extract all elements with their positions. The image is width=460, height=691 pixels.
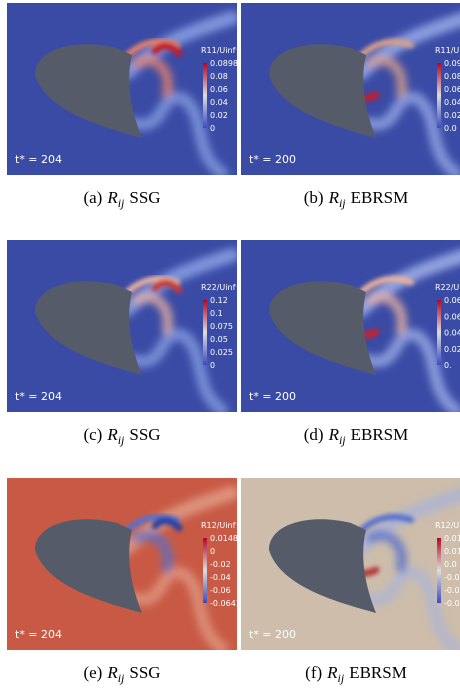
colorbar-tick: -0.02 — [210, 560, 231, 569]
caption-model: EBRSM — [351, 425, 409, 444]
caption-model: EBRSM — [351, 188, 409, 207]
colorbar-tick: -0.04 — [210, 573, 231, 582]
colorbar — [437, 538, 441, 603]
colorbar-tick: 0.019 — [444, 534, 460, 543]
caption-symbol: R — [328, 188, 340, 207]
caption: (d)Rij EBRSM — [304, 425, 409, 447]
colorbar-tick: 0.010 — [444, 547, 460, 556]
colorbar-tick: 0.06 — [444, 312, 460, 321]
time-label: t* = 200 — [249, 628, 296, 641]
flow-field — [7, 3, 237, 175]
figure: R11/Uinf^20.08980.080.060.040.020t* = 20… — [0, 0, 460, 691]
time-label: t* = 204 — [15, 628, 62, 641]
colorbar-tick: 0.025 — [210, 348, 233, 357]
colorbar-tick: 0. — [444, 361, 452, 370]
caption-symbol: R — [328, 425, 340, 444]
colorbar-tick: 0.075 — [210, 322, 233, 331]
colorbar-tick: -0.010 — [444, 573, 460, 582]
caption-symbol: R — [106, 663, 118, 682]
colorbar-tick: -0.06 — [210, 586, 231, 595]
colorbar-title: R12/Uinf^2 — [201, 521, 247, 530]
colorbar-tick: 0.06 — [444, 296, 460, 305]
flow-field — [7, 240, 237, 412]
colorbar — [437, 63, 441, 128]
caption-label: (f) — [305, 663, 322, 682]
colorbar-tick: 0.0 — [444, 560, 457, 569]
colorbar-title: R22/Uinf^ — [435, 283, 460, 292]
colorbar-tick: 0.093 — [444, 59, 460, 68]
colorbar-tick: 0.020 — [444, 111, 460, 120]
caption-symbol: R — [106, 425, 118, 444]
colorbar-tick: 0.0 — [444, 124, 457, 133]
colorbar-tick: 0.04 — [444, 329, 460, 338]
colorbar-tick: 0.0148 — [210, 534, 238, 543]
colorbar-tick: 0.06 — [210, 85, 228, 94]
caption: (f)Rij EBRSM — [305, 663, 407, 685]
colorbar-title: R11/Uinf^2 — [435, 46, 460, 55]
caption: (e)Rij SSG — [83, 663, 160, 685]
panel: R12/Uinf 0.019 0.010 0.0 -0.010 -0.020 -0.025 t… — [241, 478, 460, 650]
colorbar-tick: 0 — [210, 547, 215, 556]
colorbar-tick: -0.025 — [444, 599, 460, 608]
colorbar — [437, 300, 441, 365]
colorbar — [203, 300, 207, 365]
flow-field — [241, 478, 460, 650]
time-label: t* = 200 — [249, 153, 296, 166]
caption: (c)Rij SSG — [83, 425, 160, 447]
flow-field — [241, 3, 460, 175]
colorbar-tick: 0.05 — [210, 335, 228, 344]
panel: R11/Uinf^2 0.093 0.080 0.060 0.040 0.020 0.0 t*… — [241, 3, 460, 175]
caption-subscript: ij — [339, 433, 346, 447]
colorbar — [203, 538, 207, 603]
page: R11/Uinf^20.08980.080.060.040.020t* = 20… — [0, 0, 460, 691]
caption-subscript: ij — [118, 671, 125, 685]
colorbar-title: R22/Uinf^2 — [201, 283, 247, 292]
caption-model: SSG — [129, 663, 160, 682]
panel: R12/Uinf^2 0.0148 0 -0.02 -0.04 -0.06 -0.0641 t… — [7, 478, 247, 650]
colorbar-tick: 0 — [210, 361, 215, 370]
colorbar-tick: 0.02 — [444, 345, 460, 354]
caption-symbol: R — [326, 663, 338, 682]
caption-label: (b) — [304, 188, 324, 207]
time-label: t* = 204 — [15, 390, 62, 403]
caption-model: EBRSM — [349, 663, 407, 682]
colorbar-tick: 0.04 — [210, 98, 228, 107]
colorbar-tick: 0.1 — [210, 309, 223, 318]
colorbar-tick: 0.060 — [444, 85, 460, 94]
colorbar-tick: 0.0898 — [210, 59, 238, 68]
caption: (a)Rij SSG — [83, 188, 160, 210]
flow-field — [7, 478, 237, 650]
caption-subscript: ij — [118, 196, 125, 210]
colorbar-tick: 0 — [210, 124, 215, 133]
colorbar-tick: 0.02 — [210, 111, 228, 120]
colorbar-tick: 0.040 — [444, 98, 460, 107]
colorbar-tick: -0.0641 — [210, 599, 241, 608]
caption-subscript: ij — [118, 433, 125, 447]
colorbar-tick: 0.080 — [444, 72, 460, 81]
time-label: t* = 204 — [15, 153, 62, 166]
colorbar-tick: -0.020 — [444, 586, 460, 595]
caption-label: (a) — [83, 188, 102, 207]
panel: R22/Uinf^ 0.06 0.06 0.04 0.02 0. t* = 200 — [241, 240, 460, 412]
panel: R22/Uinf^2 0.12 0.1 0.075 0.05 0.025 0 t* = 204 — [7, 240, 247, 412]
caption-label: (c) — [83, 425, 102, 444]
panel: R11/Uinf^2 0.0898 0.08 0.06 0.04 0.02 0 t* = 20… — [7, 3, 247, 175]
caption: (b)Rij EBRSM — [304, 188, 409, 210]
colorbar-tick: 0.08 — [210, 72, 228, 81]
caption-model: SSG — [129, 188, 160, 207]
caption-model: SSG — [129, 425, 160, 444]
caption-label: (e) — [83, 663, 102, 682]
caption-subscript: ij — [339, 196, 346, 210]
colorbar — [203, 63, 207, 128]
caption-symbol: R — [106, 188, 118, 207]
colorbar-tick: 0.12 — [210, 296, 228, 305]
caption-label: (d) — [304, 425, 324, 444]
colorbar-title: R12/Uinf — [435, 521, 460, 530]
flow-field — [241, 240, 460, 412]
colorbar-title: R11/Uinf^2 — [201, 46, 247, 55]
caption-subscript: ij — [338, 671, 345, 685]
time-label: t* = 200 — [249, 390, 296, 403]
